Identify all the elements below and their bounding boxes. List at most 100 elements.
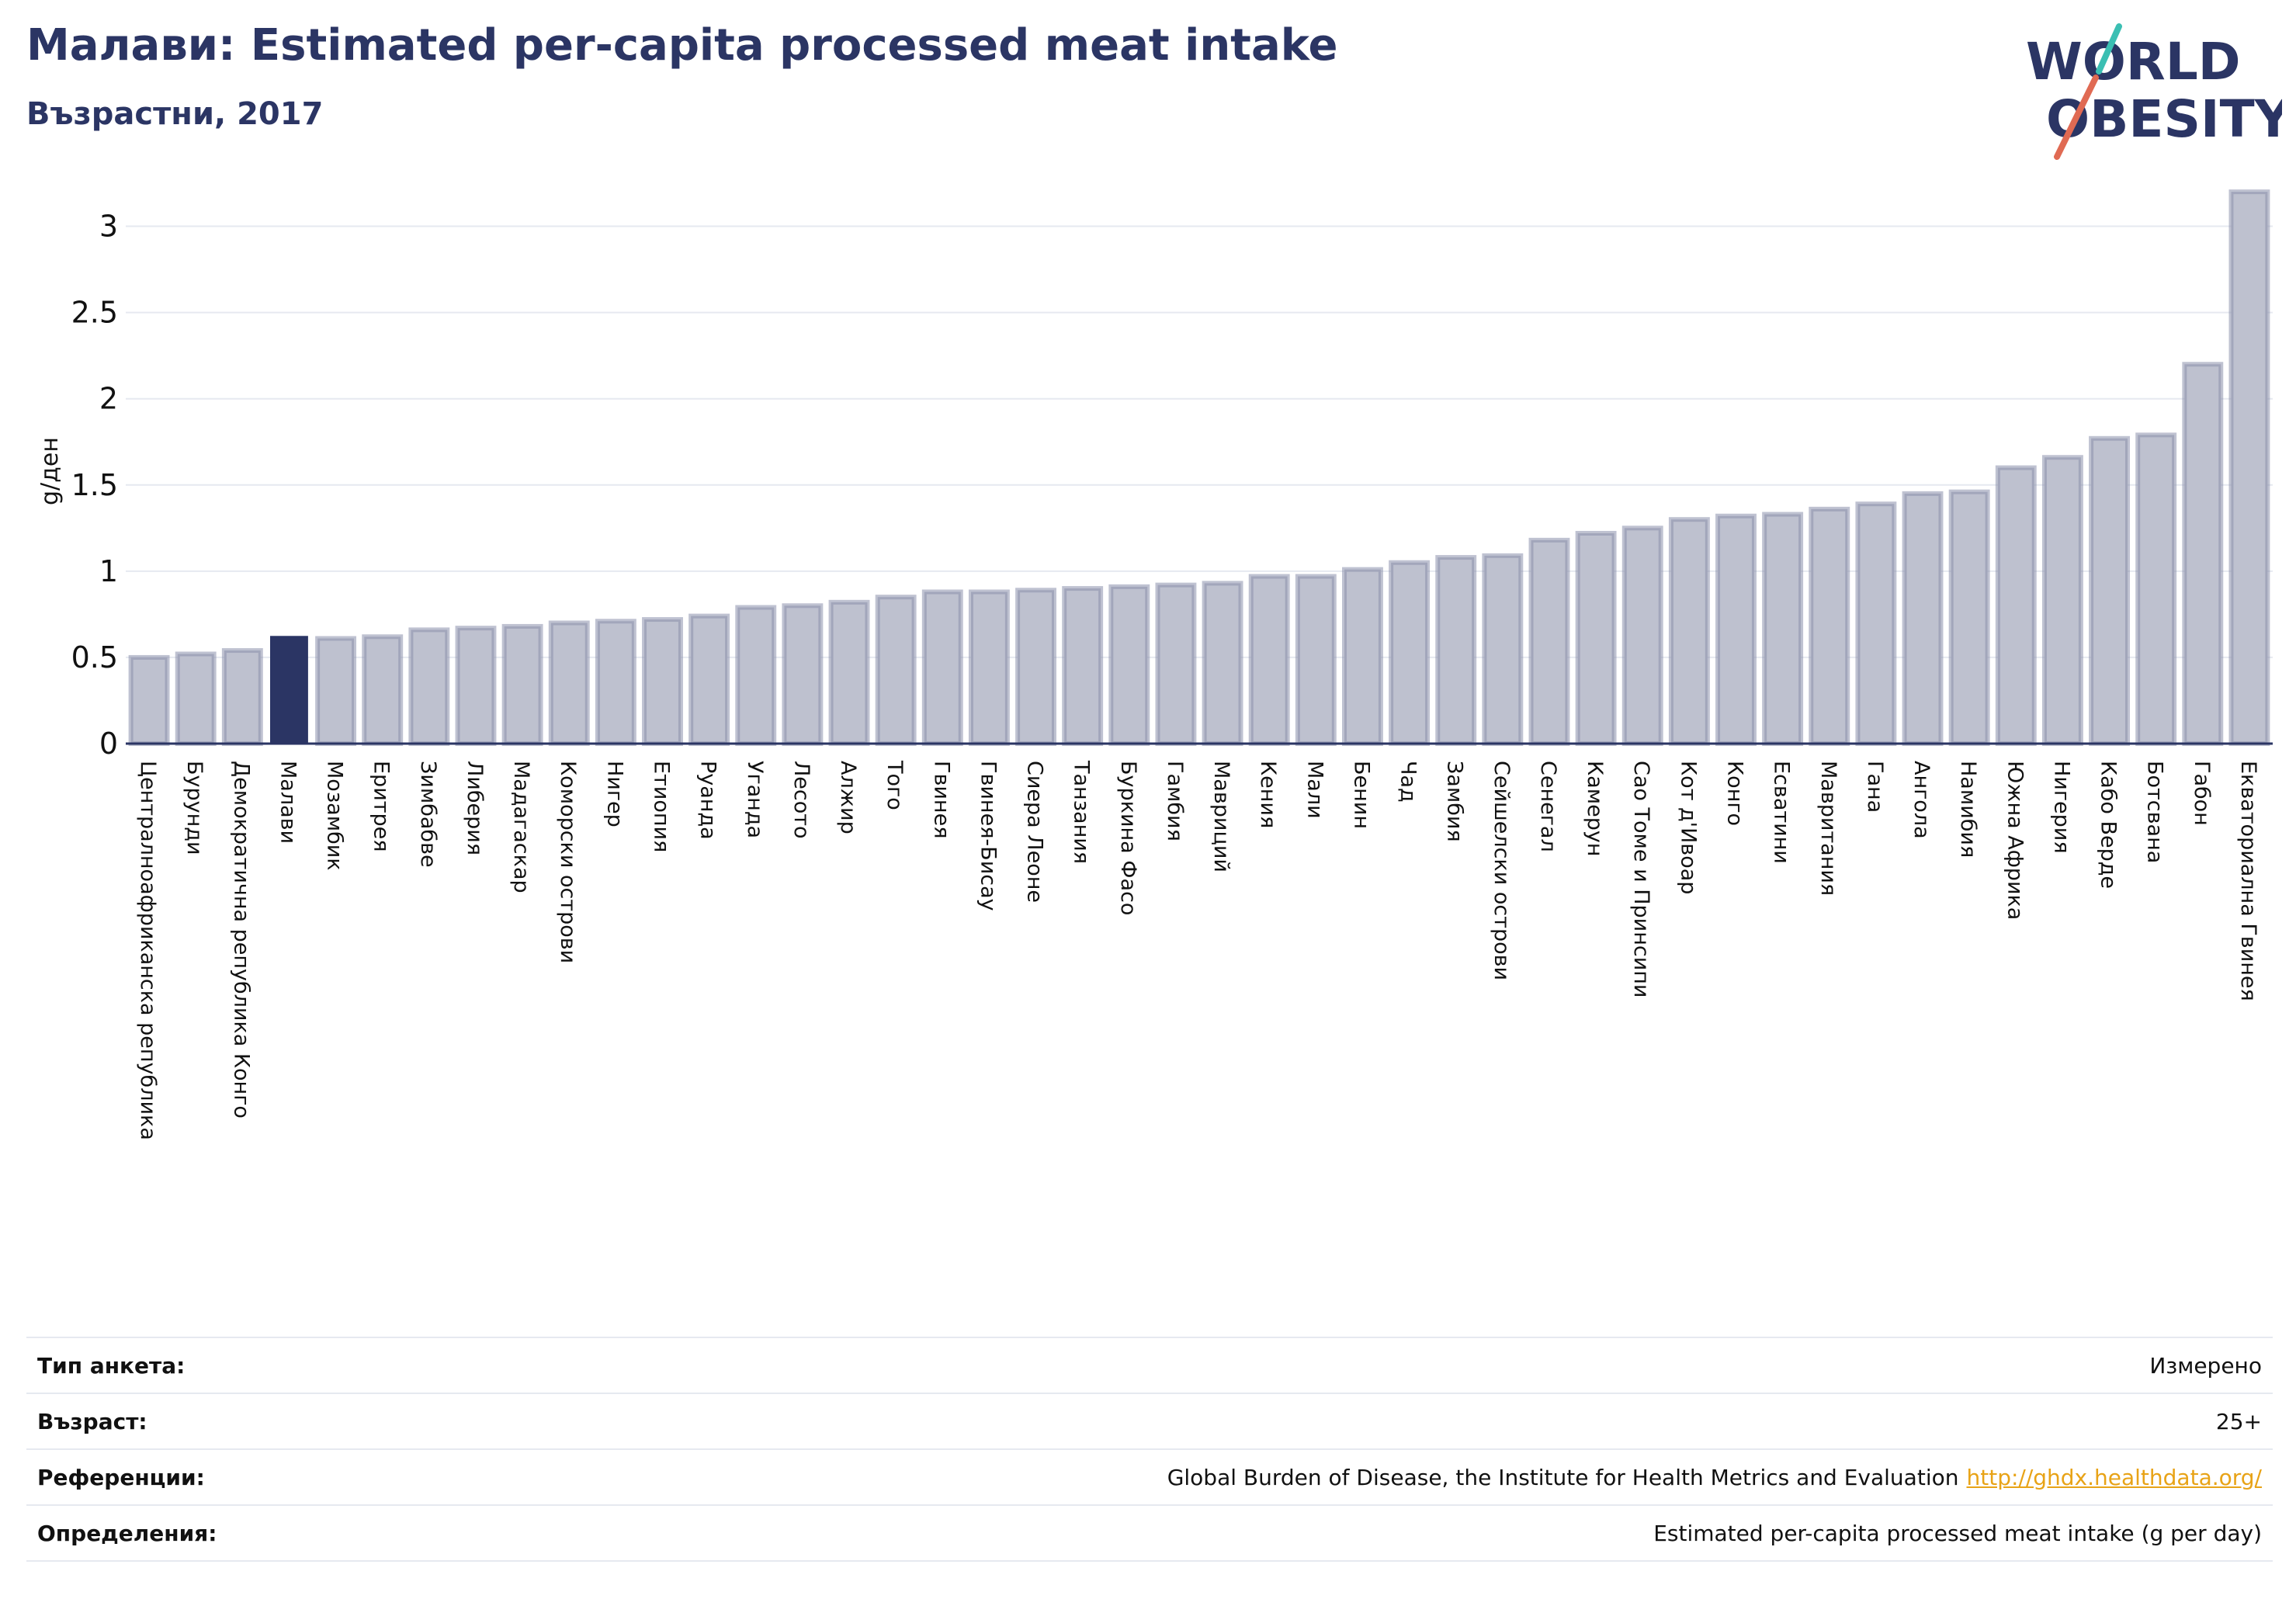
x-tick-label: Конго [1723, 761, 1747, 826]
bar-country [1902, 491, 1944, 747]
x-tick-label: Еритрея [369, 761, 394, 852]
x-tick-label: Сао Томе и Принсипи [1629, 761, 1653, 997]
x-tick-label: Намибия [1956, 761, 1980, 858]
bar-country [1248, 574, 1290, 746]
y-tick-label: 2 [99, 382, 118, 416]
x-tick-label: Кабо Верде [2097, 761, 2121, 889]
bar-country [595, 619, 636, 746]
bar-country [875, 595, 917, 747]
info-table: Тип анкета: Измерено Възраст: 25+ Рефере… [26, 1337, 2273, 1562]
bar-country [1762, 512, 1804, 747]
x-tick-label: Мали [1302, 761, 1327, 819]
x-tick-label: Гвинея [929, 761, 953, 838]
bar-country [735, 605, 777, 747]
x-tick-label: Мавриций [1209, 761, 1233, 872]
bar-chart: 0 0.5 1 1.5 2 2.5 3 Централноафриканска републ… [36, 189, 2273, 1140]
x-tick-label: Гвинея-Бисау [976, 761, 1000, 911]
y-axis-ticks: 0 0.5 1 1.5 2 2.5 3 [71, 210, 118, 761]
bar-country [1948, 489, 1990, 746]
bar-highlight [270, 636, 308, 744]
info-label: Определения: [37, 1520, 217, 1546]
y-tick-label: 0 [99, 727, 118, 761]
bar-country [408, 627, 450, 747]
bar-country [1528, 537, 1570, 746]
info-label: Референции: [37, 1464, 205, 1490]
x-tick-label: Руанда [696, 761, 720, 840]
x-tick-label: Ангола [1909, 761, 1934, 839]
x-tick-label: Габон [2190, 761, 2214, 826]
bar-country [1062, 586, 1104, 746]
bar-country [1435, 555, 1477, 746]
bar-country [2228, 189, 2270, 747]
x-tick-label: Ботсвана [2143, 761, 2167, 863]
bar-country [1108, 584, 1150, 747]
bar-country [1389, 560, 1431, 746]
x-tick-label: Камерун [1583, 761, 1607, 856]
x-tick-label: Лесото [789, 761, 813, 839]
chart-title: Малави: Estimated per-capita processed m… [26, 20, 1338, 71]
x-tick-label: Есватини [1770, 761, 1794, 864]
bar-country [455, 626, 497, 746]
bar-country [501, 623, 543, 746]
reference-link[interactable]: http://ghdx.healthdata.org/ [1966, 1464, 2262, 1490]
x-tick-label: Мозамбик [323, 761, 347, 871]
x-tick-label: Малави [276, 761, 300, 844]
y-tick-label: 0.5 [71, 640, 118, 675]
bar-country [1715, 513, 1757, 746]
bar-country [1668, 517, 1710, 746]
x-tick-label: Етиопия [650, 761, 674, 852]
info-row-definitions: Определения: Estimated per-capita proces… [26, 1504, 2273, 1562]
x-tick-label: Сиера Леоне [1023, 761, 1047, 903]
bar-country [2135, 432, 2177, 746]
chart-subtitle: Възрастни, 2017 [26, 96, 324, 132]
bar-country [1855, 501, 1897, 747]
bar-country [1295, 574, 1337, 746]
info-value: Измерено [2149, 1352, 2262, 1379]
x-tick-label: Либерия [463, 761, 487, 855]
x-tick-label: Гамбия [1163, 761, 1187, 841]
x-tick-label: Алжир [836, 761, 860, 834]
info-value: 25+ [2215, 1408, 2262, 1434]
bar-country [1482, 553, 1524, 746]
logo-line1: WORLD [2026, 32, 2241, 92]
y-tick-label: 1 [99, 554, 118, 588]
x-tick-label: Кот д'Ивоар [1676, 761, 1700, 894]
info-row-references: Референции: Global Burden of Disease, th… [26, 1448, 2273, 1504]
logo-red-slash [2054, 75, 2099, 160]
bar-country [1015, 588, 1056, 746]
y-tick-label: 2.5 [71, 296, 118, 330]
bar-country [921, 589, 963, 747]
bars [128, 189, 2270, 747]
bar-country [128, 654, 170, 747]
bar-country [828, 599, 870, 747]
y-axis-label: g/ден [36, 437, 64, 505]
bar-country [1155, 582, 1197, 747]
x-tick-label: Уганда [743, 761, 767, 838]
bar-country [1342, 567, 1383, 747]
x-tick-label: Чад [1396, 761, 1420, 803]
bar-country [221, 648, 263, 746]
x-tick-label: Сенегал [1536, 761, 1560, 852]
y-tick-label: 3 [99, 210, 118, 244]
bar-country [782, 603, 824, 746]
bar-country [1621, 525, 1663, 746]
info-value-wrap: Global Burden of Disease, the Institute … [1167, 1465, 2262, 1490]
bar-country [2041, 455, 2083, 746]
x-tick-label: Нигерия [2049, 761, 2073, 854]
x-tick-label: Мадагаскар [509, 761, 533, 893]
x-tick-label: Южна Африка [2003, 761, 2027, 920]
world-obesity-logo: WORLD OBESITY [2026, 23, 2282, 160]
bar-country [362, 634, 404, 746]
info-row-survey-type: Тип анкета: Измерено [26, 1337, 2273, 1393]
x-tick-label: Мавритания [1816, 761, 1840, 896]
x-tick-label: Демократична република Конго [229, 761, 253, 1119]
info-row-age: Възраст: 25+ [26, 1393, 2273, 1448]
x-tick-label: Бенин [1349, 761, 1373, 829]
y-tick-label: 1.5 [71, 468, 118, 502]
x-tick-label: Гана [1863, 761, 1887, 813]
x-tick-label: Екваториална Гвинея [2236, 761, 2260, 1001]
logo-teal-slash [2096, 23, 2122, 75]
x-tick-label: Кения [1256, 761, 1280, 828]
x-tick-label: Замбия [1443, 761, 1467, 842]
bar-country [1575, 530, 1617, 746]
